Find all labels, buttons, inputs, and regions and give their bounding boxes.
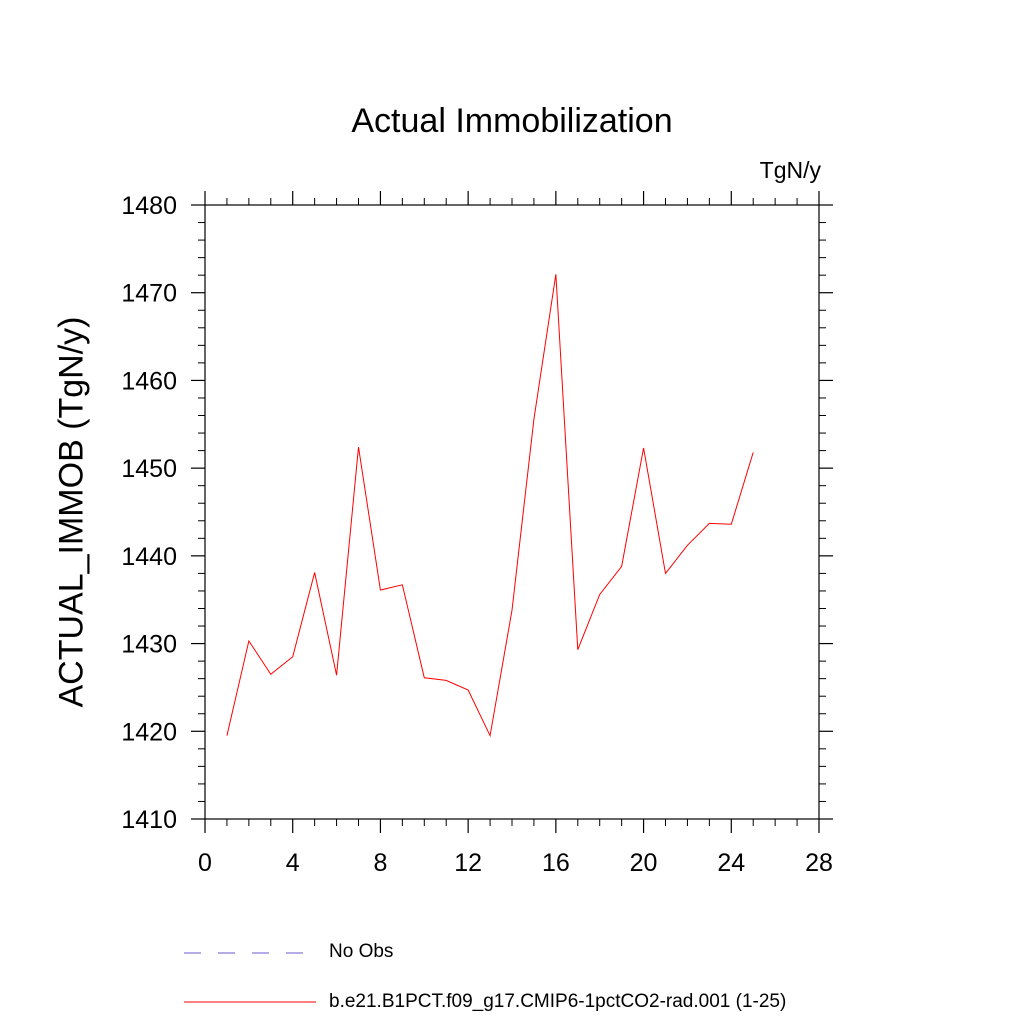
legend-lines <box>184 952 316 1003</box>
x-tick-label: 8 <box>373 849 387 877</box>
x-tick-label: 12 <box>454 849 482 877</box>
y-tick-label: 1410 <box>121 806 177 834</box>
y-tick-label: 1450 <box>121 455 177 483</box>
legend-label-no-obs: No Obs <box>329 941 394 962</box>
units-label: TgN/y <box>759 157 821 183</box>
x-tick-label: 4 <box>286 849 300 877</box>
x-tick-label: 20 <box>630 849 658 877</box>
plot-frame <box>204 204 820 820</box>
series-layer <box>226 274 754 738</box>
y-tick-label: 1440 <box>121 543 177 571</box>
x-tick-label: 16 <box>542 849 570 877</box>
chart-title: Actual Immobilization <box>351 102 673 140</box>
x-tick-label: 0 <box>198 849 212 877</box>
axis-ticks: 0 4 8 12 16 20 24 28 1410 1420 1430 1440 1450 1460 147… <box>121 191 833 877</box>
y-tick-label: 1470 <box>121 280 177 308</box>
y-tick-label: 1460 <box>121 367 177 395</box>
x-tick-label: 28 <box>805 849 833 877</box>
legend-label-model-run: b.e21.B1PCT.f09_g17.CMIP6-1pctCO2-rad.00… <box>329 991 787 1012</box>
series-line-0 <box>226 274 754 738</box>
plot-axes <box>204 204 820 820</box>
y-tick-label: 1430 <box>121 631 177 659</box>
y-tick-label: 1480 <box>121 192 177 220</box>
y-tick-label: 1420 <box>121 718 177 746</box>
x-tick-label: 24 <box>717 849 745 877</box>
